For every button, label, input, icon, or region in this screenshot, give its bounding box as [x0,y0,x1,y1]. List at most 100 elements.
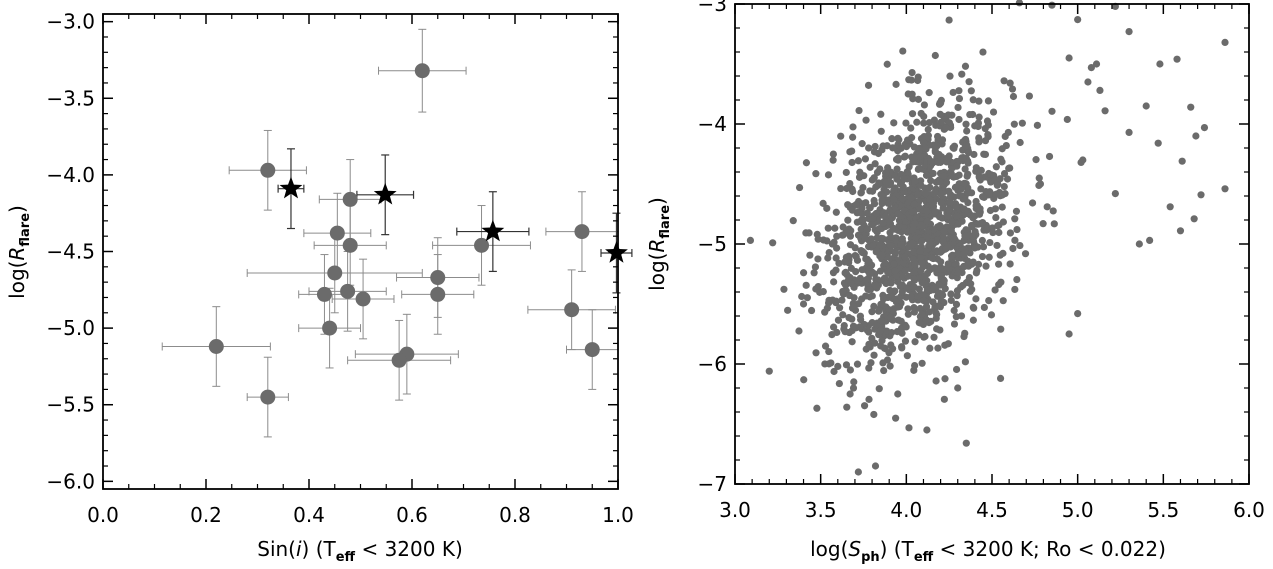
scatter-point [969,303,977,311]
scatter-point [1006,164,1014,172]
scatter-point [1006,79,1014,87]
x-tick-label: 0.0 [87,503,119,527]
scatter-point [926,344,934,352]
left-panel: 0.0 0.2 0.4 0.6 0.8 1.0 −3.0 −3.5 −4.0 −4.5 −5.0 −5… [5,10,634,565]
x-tick-label: 4.5 [976,498,1008,522]
scatter-point [854,468,862,476]
y-tick-label: −5.0 [46,316,95,340]
scatter-point [812,170,820,178]
scatter-point [858,140,866,148]
circle-point [208,339,224,354]
scatter-point [1096,86,1104,94]
scatter-point [877,110,885,118]
scatter-point [959,154,967,162]
scatter-point [937,118,945,126]
scatter-point [960,332,968,341]
scatter-point [858,210,866,218]
scatter-point [966,287,974,295]
scatter-point [920,132,928,141]
scatter-point [930,284,939,292]
scatter-point [813,404,821,412]
scatter-point [746,236,755,244]
scatter-point [1021,250,1030,258]
scatter-point [998,203,1006,211]
scatter-point [856,168,864,176]
scatter-point [1012,207,1021,215]
scatter-point [952,300,961,308]
scatter-point [940,172,948,180]
left-y-axis-title: log(Rflare) [5,205,33,299]
scatter-point [1173,55,1181,63]
scatter-point [965,78,973,86]
scatter-point [905,76,913,84]
scatter-point [1050,220,1058,228]
scatter-point [915,331,923,339]
scatter-point [840,321,848,330]
scatter-point [890,195,898,203]
scatter-point [795,327,803,335]
scatter-point [868,334,876,342]
scatter-point [982,262,990,270]
scatter-point [1011,236,1019,244]
scatter-point [1074,16,1082,24]
scatter-point [971,244,979,252]
scatter-point [964,148,973,157]
scatter-point [931,208,939,216]
scatter-point [1197,191,1205,199]
scatter-point [944,212,952,220]
scatter-point [890,119,898,127]
scatter-point [862,199,870,207]
scatter-point [858,204,866,212]
scatter-point [890,260,898,268]
scatter-point [955,115,963,124]
scatter-point [838,296,846,304]
scatter-point [928,254,936,262]
scatter-point [784,306,792,314]
x-tick-label: 6.0 [1233,498,1265,522]
scatter-point [915,318,923,327]
y-tick-label: −3 [698,0,727,16]
scatter-point [875,225,883,233]
scatter-point [842,361,851,369]
scatter-point [877,191,885,199]
scatter-point [927,157,935,165]
scatter-point [1065,54,1073,62]
scatter-point [911,220,919,228]
scatter-point [936,190,945,198]
scatter-point [908,90,916,98]
scatter-point [1048,1,1056,9]
scatter-point [839,311,847,319]
scatter-point [909,158,917,166]
scatter-point [884,164,892,172]
scatter-point [999,297,1007,305]
scatter-point [909,225,917,234]
scatter-point [904,272,912,280]
scatter-point [865,328,873,336]
scatter-point [934,344,942,352]
scatter-point [936,303,944,311]
scatter-point [850,378,858,386]
scatter-point [981,150,990,159]
scatter-point [947,252,956,260]
scatter-point [984,97,993,105]
right-y-axis-title: log(Rflare) [645,197,673,291]
scatter-point [848,338,856,346]
y-tick-label: −3.0 [46,10,95,34]
scatter-point [927,177,935,185]
scatter-point [866,204,874,212]
scatter-point [967,280,975,288]
scatter-point [1221,38,1229,47]
scatter-point [979,48,987,56]
scatter-point [980,303,988,312]
scatter-point [1016,138,1024,147]
scatter-point [989,108,998,116]
scatter-point [866,293,874,301]
scatter-point [916,152,924,161]
scatter-point [867,220,876,229]
scatter-point [848,158,856,167]
scatter-point [955,87,963,95]
scatter-point [919,139,928,147]
scatter-point [932,121,940,129]
scatter-point [926,240,934,249]
scatter-point [910,283,918,291]
